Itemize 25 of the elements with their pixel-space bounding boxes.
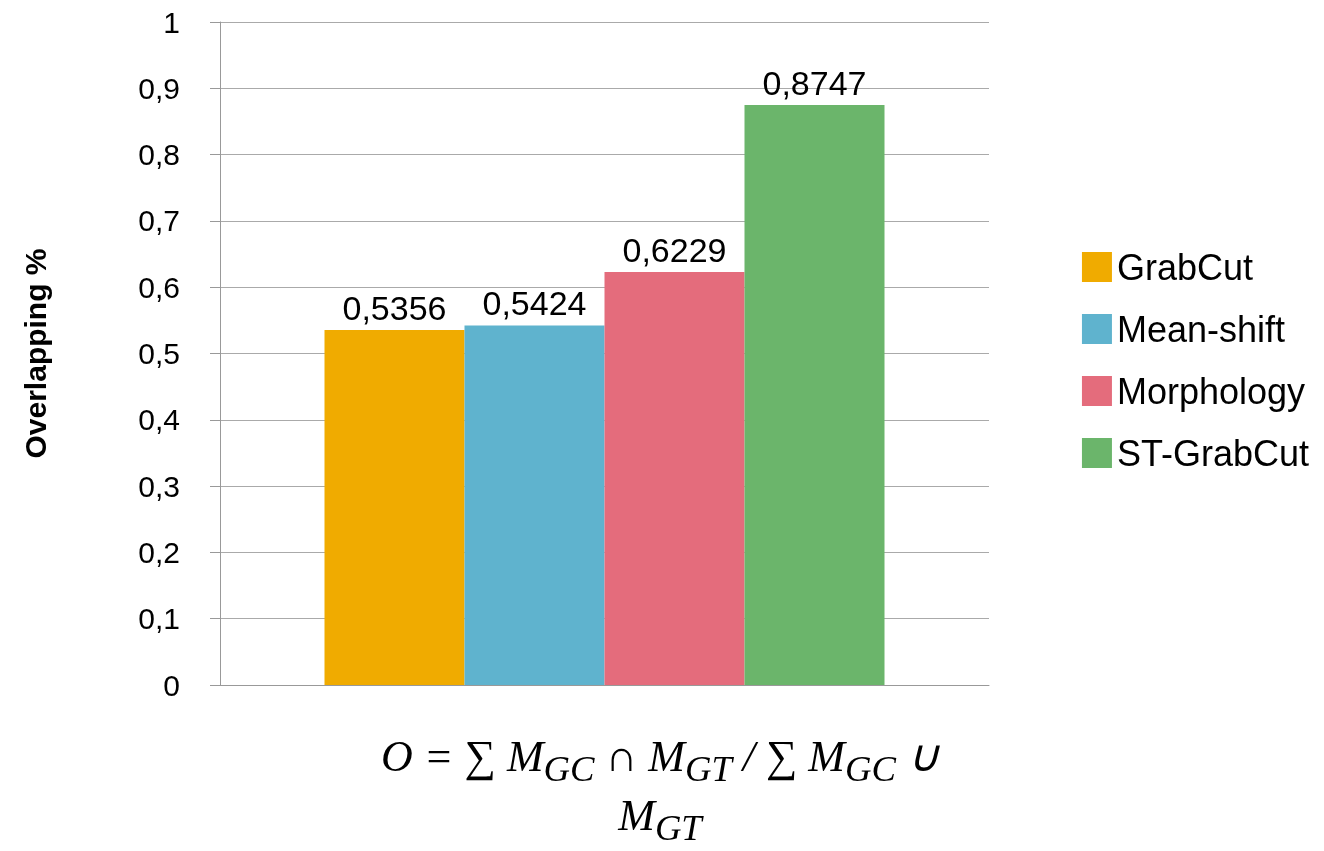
- legend-label: Morphology: [1116, 370, 1306, 412]
- legend-label: ST-GrabCut: [1116, 432, 1309, 474]
- y-tick-label: 0,3: [138, 469, 180, 503]
- bar: [744, 105, 885, 685]
- y-tick-label: 0,9: [138, 71, 180, 105]
- data-label: 0,8747: [762, 64, 867, 103]
- y-tick-label: 0,7: [138, 204, 180, 238]
- data-label: 0,5424: [482, 284, 587, 323]
- y-tick-label: 1: [163, 5, 180, 39]
- y-tick-label: 0,1: [138, 602, 180, 636]
- data-label: 0,6229: [622, 231, 727, 270]
- y-tick-label: 0,4: [138, 403, 180, 437]
- bar: [324, 329, 465, 685]
- y-tick-label: 0: [163, 668, 180, 702]
- legend-label: GrabCut: [1116, 246, 1253, 288]
- data-label: 0,5356: [342, 288, 447, 327]
- y-tick-label: 0,2: [138, 535, 180, 569]
- y-tick-label: 0,8: [138, 138, 180, 172]
- y-tick-label: 0,6: [138, 270, 180, 304]
- bar: [464, 325, 605, 685]
- legend-label: Mean-shift: [1116, 308, 1286, 350]
- text: O = ∑ M$_{GC}$ ∩ M$_{GT}$ / ∑ M$_{GC}$ ∪ M$_{GT}$: [381, 732, 939, 848]
- y-axis-title: Overlapping %: [18, 248, 52, 459]
- bar: [604, 272, 745, 685]
- y-tick-label: 0,5: [138, 337, 180, 370]
